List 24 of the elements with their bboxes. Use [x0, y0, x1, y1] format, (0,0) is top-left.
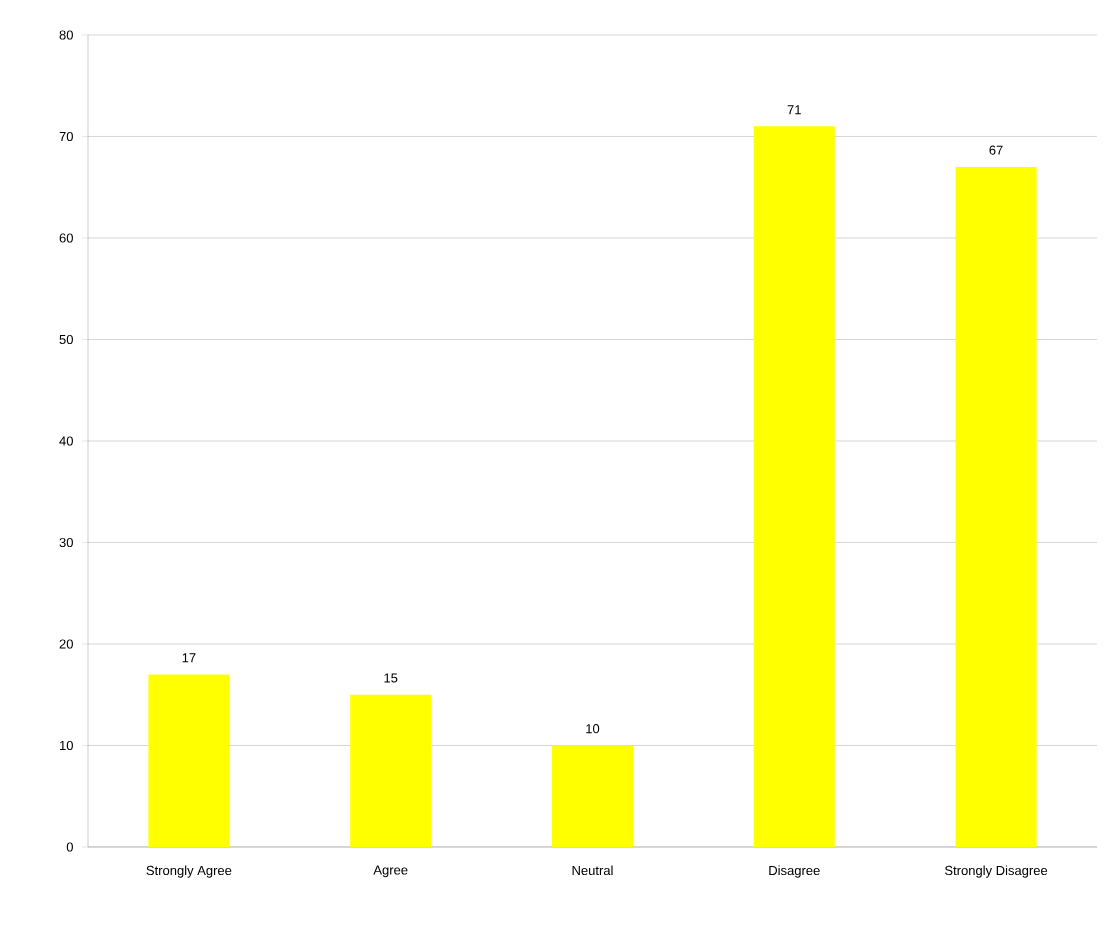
data-label: 15 [384, 673, 398, 683]
y-tick-label: 40 [59, 436, 73, 446]
x-tick-label: Strongly Agree [146, 865, 232, 878]
bar [148, 674, 230, 847]
bar [350, 694, 432, 847]
y-tick-label: 80 [59, 30, 73, 40]
y-tick-label: 0 [66, 842, 73, 852]
x-tick-label: Agree [373, 865, 408, 878]
bar [551, 745, 633, 847]
data-label: 10 [586, 724, 600, 734]
data-label: 71 [787, 105, 801, 115]
x-tick-label: Disagree [769, 865, 820, 878]
y-tick-label: 50 [59, 334, 73, 345]
x-tick-label: Neutral [572, 865, 613, 876]
data-label: 67 [989, 145, 1003, 155]
bar [955, 166, 1037, 847]
y-tick-label: 70 [59, 131, 73, 142]
x-tick-label: Strongly Disagree [944, 865, 1048, 878]
y-tick-label: 60 [59, 233, 73, 243]
y-tick-label: 10 [60, 740, 73, 751]
data-label: 17 [182, 653, 196, 663]
y-tick-label: 20 [59, 639, 73, 649]
y-tick-label: 30 [59, 537, 73, 548]
bar [753, 126, 835, 847]
